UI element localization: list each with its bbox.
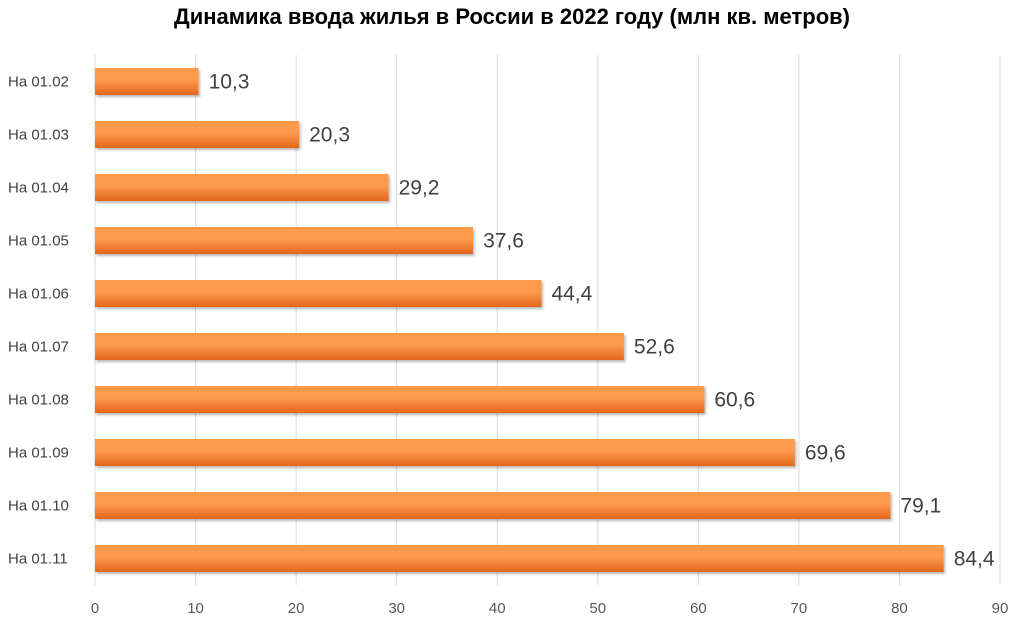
data-label: 69,6	[805, 442, 846, 465]
bar	[95, 333, 624, 360]
bar	[95, 492, 891, 519]
x-tick-label: 0	[91, 600, 99, 617]
category-label: На 01.11	[8, 551, 68, 568]
category-label: На 01.06	[8, 286, 69, 303]
bar	[95, 439, 795, 466]
x-tick-label: 10	[187, 600, 204, 617]
category-label: На 01.10	[8, 498, 69, 515]
x-tick-label: 60	[690, 600, 707, 617]
data-label: 10,3	[209, 71, 250, 94]
bar	[95, 68, 199, 95]
category-label: На 01.02	[8, 74, 69, 91]
bar	[95, 545, 944, 572]
category-label: На 01.03	[8, 127, 69, 144]
x-tick-label: 70	[791, 600, 808, 617]
data-label: 44,4	[551, 283, 592, 306]
x-tick-label: 90	[992, 600, 1009, 617]
bar	[95, 174, 389, 201]
x-tick-label: 50	[589, 600, 606, 617]
data-label: 52,6	[634, 336, 675, 359]
x-tick-label: 30	[388, 600, 405, 617]
x-tick-label: 80	[891, 600, 908, 617]
chart-title: Динамика ввода жилья в России в 2022 год…	[174, 4, 850, 29]
category-label: На 01.04	[8, 180, 69, 197]
data-label: 79,1	[900, 495, 941, 518]
bar	[95, 280, 542, 307]
x-tick-label: 40	[489, 600, 506, 617]
category-label: На 01.05	[8, 233, 69, 250]
data-label: 60,6	[714, 389, 755, 412]
data-label: 29,2	[399, 177, 440, 200]
data-label: 84,4	[954, 548, 995, 571]
data-label: 20,3	[309, 124, 350, 147]
bar	[95, 227, 474, 254]
category-label: На 01.07	[8, 339, 69, 356]
category-label: На 01.09	[8, 445, 69, 462]
bar	[95, 121, 300, 148]
bar	[95, 386, 705, 413]
data-label: 37,6	[483, 230, 524, 253]
x-tick-label: 20	[288, 600, 305, 617]
category-label: На 01.08	[8, 392, 69, 409]
